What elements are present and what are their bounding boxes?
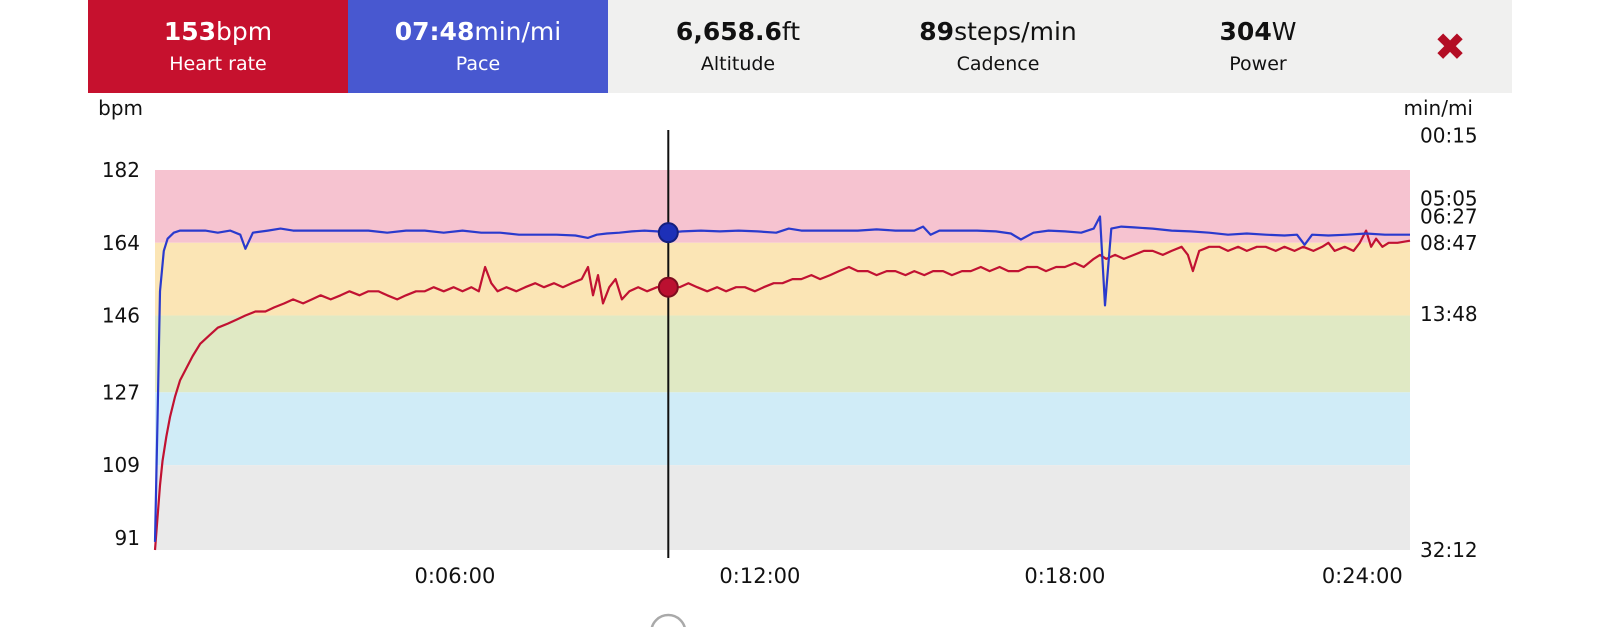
pace-label: Pace <box>455 52 501 75</box>
left-axis-tick: 182 <box>102 158 140 182</box>
heart-rate-value: 153 <box>163 17 217 47</box>
tab-pace[interactable]: 07:48min/mi Pace <box>348 0 608 93</box>
pace-unit: min/mi <box>474 17 562 47</box>
pace-value: 07:48 <box>394 17 475 47</box>
pace-value-row: 07:48min/mi <box>395 18 561 46</box>
left-axis-tick: 109 <box>102 453 140 477</box>
hr-zone-band-zone3 <box>155 315 1410 393</box>
power-value-row: 304W <box>1220 18 1297 46</box>
power-unit: W <box>1271 17 1297 47</box>
altitude-unit: ft <box>781 17 801 47</box>
altitude-value: 6,658.6 <box>675 17 782 47</box>
cadence-value-row: 89steps/min <box>919 18 1076 46</box>
right-axis-tick: 05:05 <box>1420 186 1478 210</box>
heart-rate-unit: bpm <box>216 17 273 47</box>
left-axis-tick: 127 <box>102 380 140 404</box>
tab-power[interactable]: 304W Power <box>1128 0 1388 93</box>
heart-rate-label: Heart rate <box>169 52 267 75</box>
hr-zone-band-zone1 <box>155 465 1410 550</box>
x-axis-tick: 0:06:00 <box>414 564 495 588</box>
cursor-marker-heart-rate[interactable] <box>657 276 679 298</box>
left-axis-tick: 146 <box>102 304 140 328</box>
series-line-heart-rate <box>153 229 1411 551</box>
cursor-drag-handle[interactable] <box>650 613 686 627</box>
power-value: 304 <box>1219 17 1272 47</box>
tab-altitude[interactable]: 6,658.6ft Altitude <box>608 0 868 93</box>
altitude-label: Altitude <box>700 52 776 75</box>
hr-zone-band-zone5 <box>155 170 1410 243</box>
hr-zone-band-zone2 <box>155 392 1410 466</box>
altitude-value-row: 6,658.6ft <box>676 18 800 46</box>
right-axis-unit-label: min/mi <box>1404 96 1474 120</box>
heart-rate-value-row: 153bpm <box>164 18 272 46</box>
right-axis-tick: 13:48 <box>1420 302 1478 326</box>
cursor-marker-pace[interactable] <box>657 222 679 244</box>
series-line-pace <box>153 215 1410 542</box>
right-axis-tick: 06:27 <box>1420 204 1478 228</box>
left-axis-tick: 91 <box>115 526 140 550</box>
tab-cadence[interactable]: 89steps/min Cadence <box>868 0 1128 93</box>
x-axis-tick: 0:24:00 <box>1322 564 1403 588</box>
right-axis-tick: 00:15 <box>1420 124 1478 148</box>
right-axis-tick: 08:47 <box>1420 231 1478 255</box>
left-axis-tick: 164 <box>102 231 140 255</box>
cadence-label: Cadence <box>956 52 1040 75</box>
cadence-unit: steps/min <box>954 17 1077 47</box>
cadence-value: 89 <box>919 17 955 47</box>
left-axis-unit-label: bpm <box>98 96 143 120</box>
tab-heart-rate[interactable]: 153bpm Heart rate <box>88 0 348 93</box>
x-axis-tick: 0:12:00 <box>719 564 800 588</box>
right-axis-tick: 32:12 <box>1420 538 1478 562</box>
metric-bar: 153bpm Heart rate 07:48min/mi Pace 6,658… <box>88 0 1512 93</box>
x-axis-tick: 0:18:00 <box>1024 564 1105 588</box>
close-area: ✖ <box>1388 0 1512 93</box>
close-icon[interactable]: ✖ <box>1434 24 1466 69</box>
hr-zone-band-zone4 <box>155 242 1410 316</box>
power-label: Power <box>1229 52 1287 75</box>
